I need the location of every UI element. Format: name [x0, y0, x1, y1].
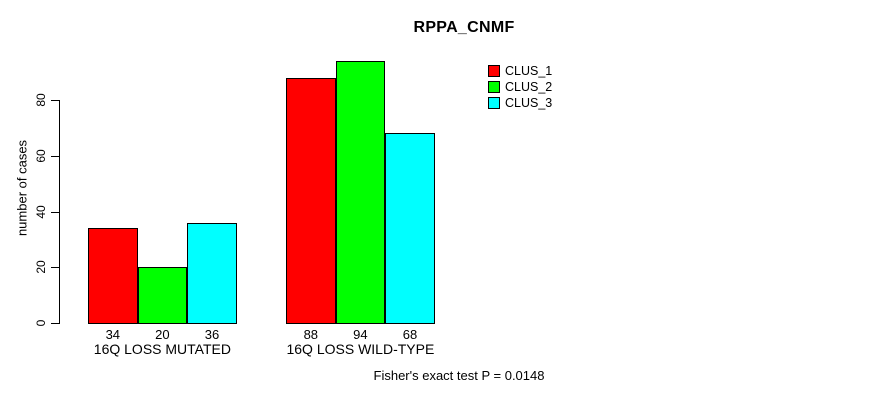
y-tick — [51, 100, 59, 101]
bar-clus_1-group2 — [286, 77, 336, 324]
bar-clus_2-group2 — [335, 60, 386, 324]
x-category-label: 16Q LOSS WILD-TYPE — [286, 341, 435, 357]
legend-label: CLUS_2 — [505, 80, 553, 94]
bar-clus_3-group1 — [187, 222, 237, 324]
y-tick — [51, 211, 59, 213]
bar-value-label: 88 — [303, 327, 319, 342]
legend-label: CLUS_3 — [505, 96, 553, 110]
chart-title: RPPA_CNMF — [413, 19, 515, 36]
bar-value-label: 34 — [105, 327, 121, 342]
legend-label: CLUS_1 — [505, 64, 553, 78]
legend-swatch-clus_2 — [488, 81, 500, 93]
bar-value-label: 68 — [402, 327, 418, 342]
bar-value-label: 36 — [204, 327, 220, 342]
legend-swatch-clus_1 — [488, 65, 500, 77]
legend-swatch-clus_3 — [488, 97, 500, 109]
x-category-label: 16Q LOSS MUTATED — [93, 341, 231, 357]
bar-value-label: 20 — [155, 327, 170, 342]
y-tick — [51, 267, 59, 269]
y-tick — [51, 323, 59, 324]
bar-clus_1-group1 — [88, 228, 138, 324]
bar-clus_3-group2 — [385, 133, 435, 324]
fisher-test-annotation: Fisher's exact test P = 0.0148 — [373, 368, 545, 383]
bar-clus_2-group1 — [137, 267, 188, 324]
bar-value-label: 94 — [353, 327, 368, 342]
y-tick — [51, 155, 59, 157]
y-axis-line — [59, 100, 60, 324]
